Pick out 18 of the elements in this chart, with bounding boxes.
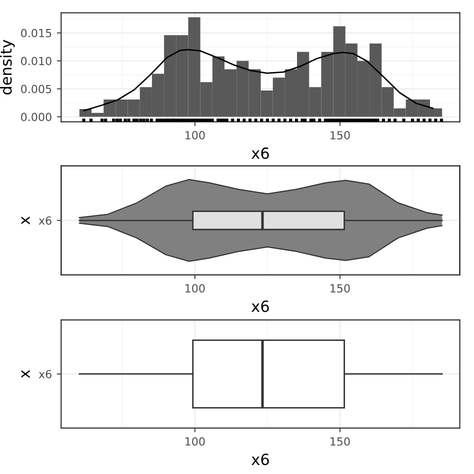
x-tick-label: 100 (186, 131, 205, 140)
y-axis-title: x (21, 370, 30, 378)
x-tick-label: 100 (186, 437, 205, 446)
y-axis-title: density (0, 40, 15, 94)
x-axis-title: x6 (252, 300, 269, 312)
y-axis-title: x (21, 216, 30, 224)
x-tick-label: 100 (186, 284, 205, 293)
x-axis-title: x6 (252, 454, 269, 466)
x-tick-label: 150 (330, 131, 350, 140)
y-tick-label: 0.000 (21, 112, 52, 122)
y-tick-label: x6 (38, 370, 52, 378)
x-tick-label: 150 (330, 284, 350, 293)
x-axis-title: x6 (252, 147, 269, 159)
y-tick-label: x6 (38, 216, 52, 225)
y-tick-label: 0.010 (21, 56, 52, 66)
y-tick-label: 0.005 (21, 84, 52, 94)
x-tick-label: 150 (330, 437, 350, 446)
y-tick-label: 0.015 (21, 28, 52, 38)
